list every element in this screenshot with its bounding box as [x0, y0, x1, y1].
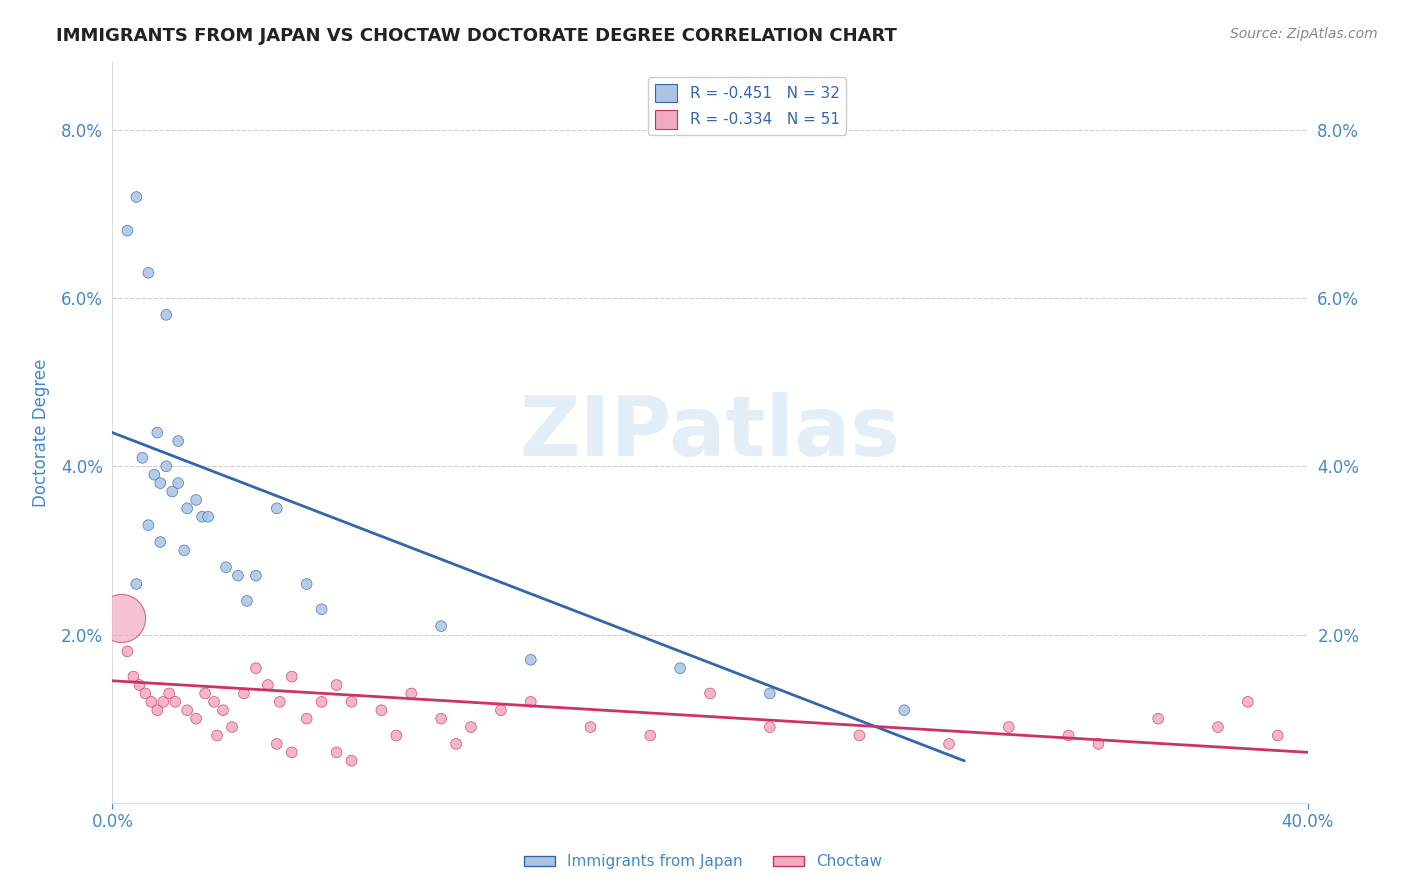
Point	[128, 678, 150, 692]
Point	[520, 695, 543, 709]
Point	[221, 720, 243, 734]
Point	[325, 745, 347, 759]
Point	[1087, 737, 1109, 751]
Point	[520, 653, 543, 667]
Point	[295, 577, 318, 591]
Point	[233, 686, 256, 700]
Point	[162, 484, 183, 499]
Point	[165, 695, 187, 709]
Point	[197, 509, 219, 524]
Point	[212, 703, 235, 717]
Point	[236, 594, 259, 608]
Point	[167, 434, 190, 448]
Point	[194, 686, 217, 700]
Point	[138, 518, 160, 533]
Point	[669, 661, 692, 675]
Point	[295, 712, 318, 726]
Point	[1147, 712, 1170, 726]
Point	[134, 686, 156, 700]
Point	[125, 190, 148, 204]
Point	[143, 467, 166, 482]
Point	[149, 476, 172, 491]
Point	[281, 670, 304, 684]
Point	[245, 661, 267, 675]
Point	[385, 729, 408, 743]
Point	[325, 678, 347, 692]
Point	[176, 501, 198, 516]
Point	[191, 509, 214, 524]
Point	[152, 695, 174, 709]
Point	[257, 678, 280, 692]
Point	[340, 754, 363, 768]
Point	[266, 501, 288, 516]
Y-axis label: Doctorate Degree: Doctorate Degree	[32, 359, 49, 507]
Point	[1206, 720, 1229, 734]
Point	[125, 577, 148, 591]
Point	[157, 686, 180, 700]
Point	[1237, 695, 1260, 709]
Legend: Immigrants from Japan, Choctaw: Immigrants from Japan, Choctaw	[517, 848, 889, 875]
Point	[370, 703, 392, 717]
Point	[141, 695, 163, 709]
Point	[311, 695, 333, 709]
Point	[117, 644, 139, 658]
Legend: R = -0.451   N = 32, R = -0.334   N = 51: R = -0.451 N = 32, R = -0.334 N = 51	[648, 78, 846, 135]
Point	[848, 729, 870, 743]
Point	[444, 737, 467, 751]
Point	[245, 568, 267, 582]
Point	[202, 695, 225, 709]
Point	[149, 535, 172, 549]
Point	[998, 720, 1021, 734]
Point	[640, 729, 662, 743]
Point	[1267, 729, 1289, 743]
Point	[759, 720, 782, 734]
Point	[176, 703, 198, 717]
Point	[938, 737, 960, 751]
Point	[155, 308, 177, 322]
Point	[167, 476, 190, 491]
Point	[146, 425, 169, 440]
Point	[226, 568, 249, 582]
Point	[266, 737, 288, 751]
Point	[430, 619, 453, 633]
Point	[186, 492, 208, 507]
Point	[110, 610, 132, 624]
Point	[759, 686, 782, 700]
Point	[401, 686, 423, 700]
Point	[1057, 729, 1080, 743]
Point	[215, 560, 238, 574]
Point	[579, 720, 602, 734]
Point	[269, 695, 291, 709]
Point	[173, 543, 195, 558]
Text: ZIPatlas: ZIPatlas	[520, 392, 900, 473]
Point	[430, 712, 453, 726]
Point	[460, 720, 482, 734]
Text: Source: ZipAtlas.com: Source: ZipAtlas.com	[1230, 27, 1378, 41]
Point	[155, 459, 177, 474]
Point	[146, 703, 169, 717]
Point	[489, 703, 512, 717]
Point	[340, 695, 363, 709]
Point	[699, 686, 721, 700]
Point	[205, 729, 228, 743]
Point	[131, 450, 153, 465]
Point	[117, 224, 139, 238]
Point	[122, 670, 145, 684]
Point	[893, 703, 915, 717]
Text: IMMIGRANTS FROM JAPAN VS CHOCTAW DOCTORATE DEGREE CORRELATION CHART: IMMIGRANTS FROM JAPAN VS CHOCTAW DOCTORA…	[56, 27, 897, 45]
Point	[311, 602, 333, 616]
Point	[138, 266, 160, 280]
Point	[281, 745, 304, 759]
Point	[186, 712, 208, 726]
